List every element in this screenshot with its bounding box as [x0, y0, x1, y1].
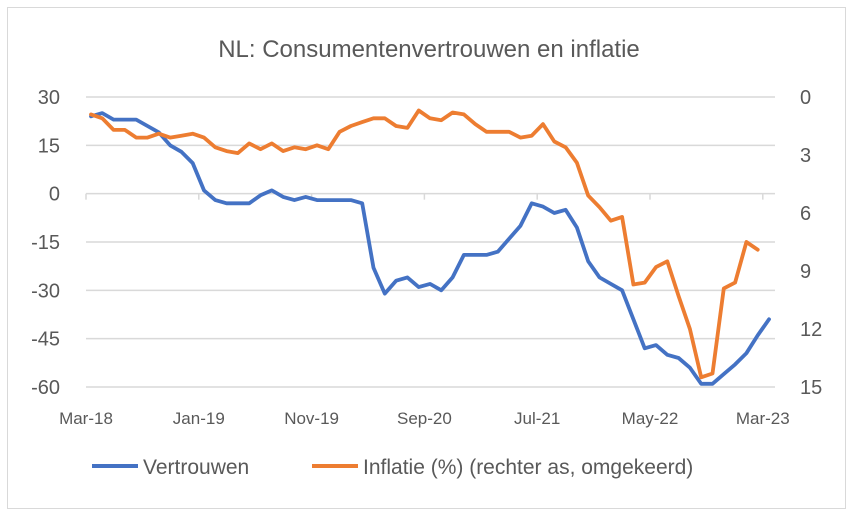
y-left-tick-label: -60	[31, 377, 60, 399]
x-tick-label: Nov-19	[284, 409, 339, 428]
series-line-inflatie	[89, 108, 760, 380]
y-right-tick-label: 9	[800, 261, 811, 283]
chart-title: NL: Consumentenvertrouwen en inflatie	[218, 36, 640, 63]
gridlines	[86, 96, 775, 388]
y-left-tick-label: -30	[31, 280, 60, 302]
legend-label-vertrouwen: Vertrouwen	[143, 456, 249, 479]
y-left-tick-label: -45	[31, 329, 60, 351]
y-right-tick-label: 15	[800, 377, 822, 399]
x-tick-label: Mar-18	[59, 409, 113, 428]
y-right-tick-label: 0	[800, 87, 811, 109]
axes: 30 15 0 -15 -30 -45 -60 0 3 6 9 12 15 Mar-18 Jan-19 Nov…	[31, 87, 822, 428]
x-tick-label: Mar-23	[736, 409, 790, 428]
y-right-tick-label: 12	[800, 319, 822, 341]
x-tick-label: May-22	[622, 409, 679, 428]
y-left-tick-label: 30	[38, 87, 60, 109]
x-tick-label: Jul-21	[514, 409, 560, 428]
y-left-tick-label: -15	[31, 232, 60, 254]
x-tick-label: Jan-19	[173, 409, 225, 428]
x-tick-label: Sep-20	[397, 409, 452, 428]
y-left-tick-label: 15	[38, 135, 60, 157]
y-right-tick-label: 3	[800, 145, 811, 167]
series-lines	[89, 108, 771, 386]
chart-frame	[7, 7, 846, 509]
series-line-vertrouwen	[89, 111, 771, 386]
y-left-tick-label: 0	[49, 184, 60, 206]
legend: Vertrouwen Inflatie (%) (rechter as, omg…	[92, 456, 693, 479]
y-right-tick-label: 6	[800, 203, 811, 225]
legend-label-inflatie: Inflatie (%) (rechter as, omgekeerd)	[363, 456, 693, 479]
